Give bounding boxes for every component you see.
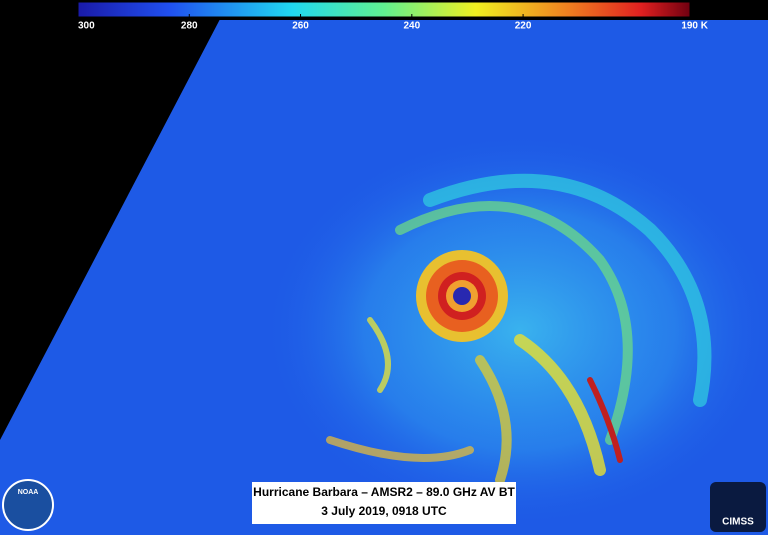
- caption-box: [252, 482, 516, 524]
- colorbar-tick-label: 240: [403, 21, 420, 32]
- colorbar-tick-label: 300: [78, 21, 95, 32]
- caption-date: 3 July 2019, 0918 UTC: [321, 504, 447, 518]
- colorbar-tick-label: 220: [515, 21, 532, 32]
- colorbar-tick-label: 260: [292, 21, 309, 32]
- colorbar-tick-label: 280: [181, 21, 198, 32]
- cimss-logo: [710, 482, 766, 532]
- colorbar: [77, 1, 691, 18]
- colorbar-tick-label: 190 K: [681, 21, 708, 32]
- noaa-logo: [2, 479, 54, 531]
- rain-bands: [326, 173, 712, 485]
- caption-title: Hurricane Barbara – AMSR2 – 89.0 GHz AV …: [253, 485, 515, 499]
- noaa-logo-text: NOAA: [18, 489, 39, 496]
- no-data-area: [0, 0, 230, 440]
- eye: [453, 287, 471, 305]
- storm-cloud: [260, 130, 768, 530]
- cimss-logo-text: CIMSS: [722, 517, 754, 528]
